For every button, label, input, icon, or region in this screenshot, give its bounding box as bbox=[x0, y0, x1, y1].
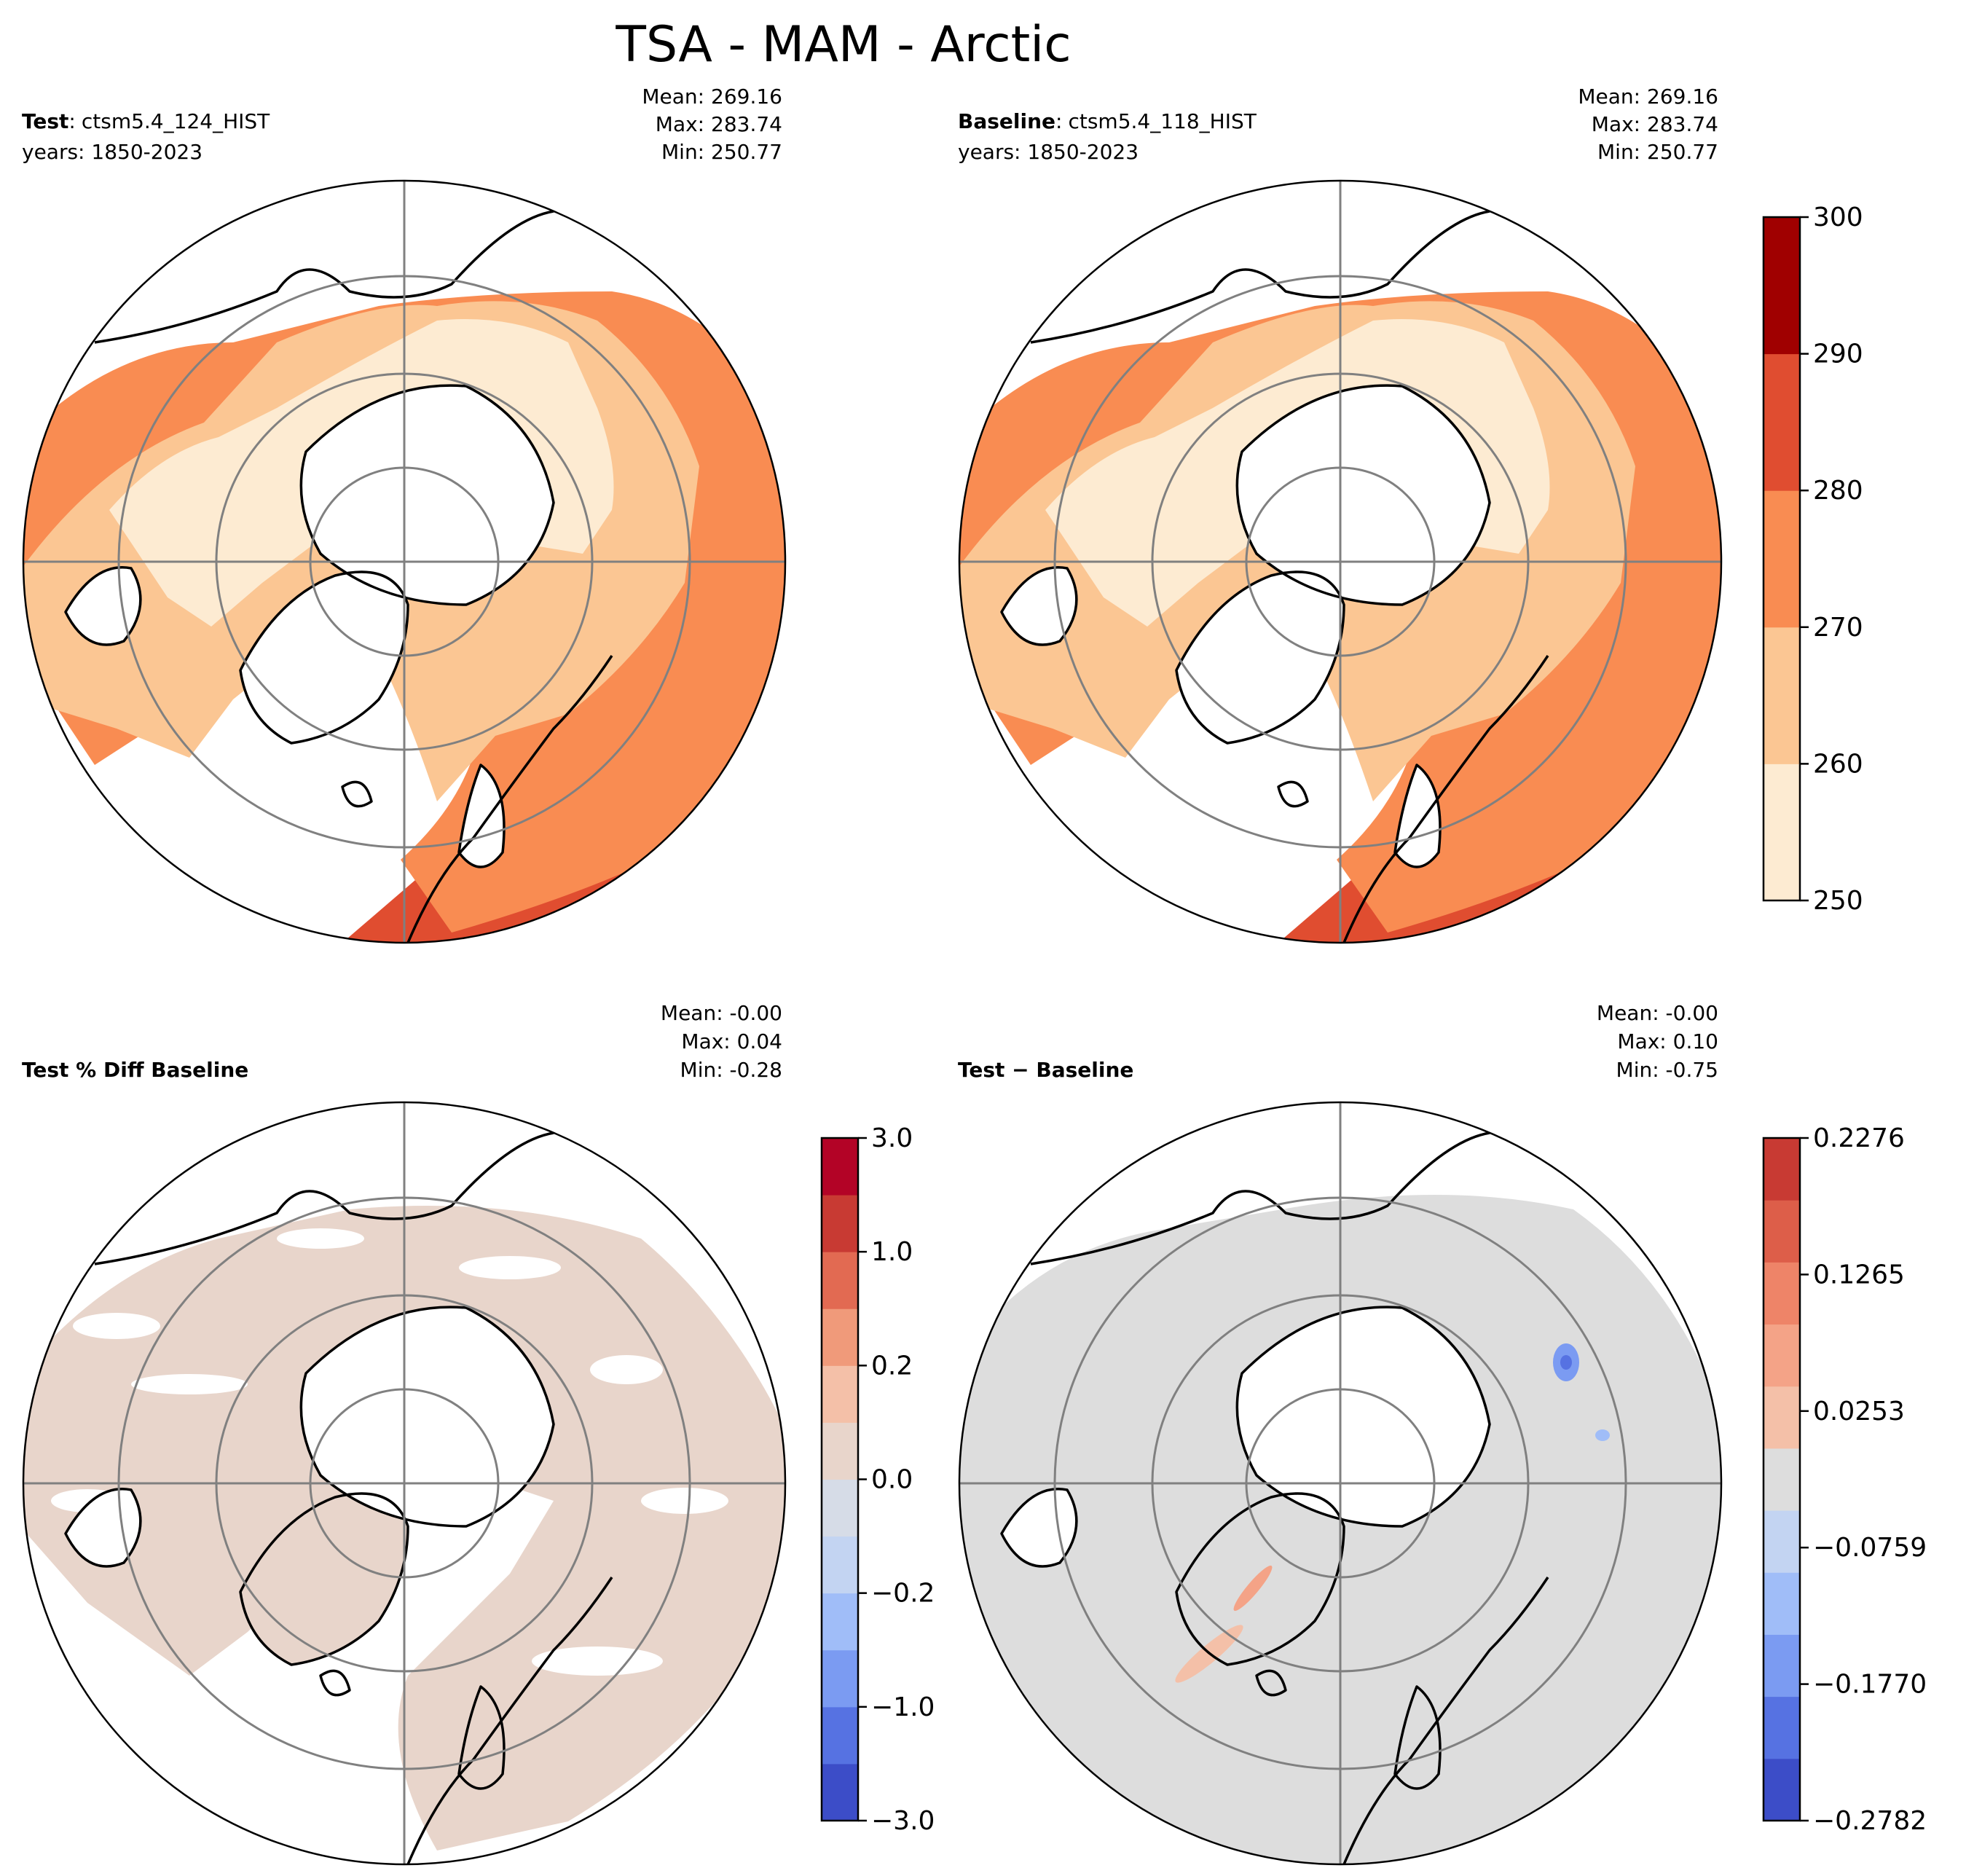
panel-pct-diff-title: Test % Diff Baseline bbox=[22, 1058, 248, 1082]
colorbar-pct-diff-swatch bbox=[822, 1536, 858, 1594]
panel-test-mean: Mean: 269.16 bbox=[642, 85, 782, 109]
colorbar-abs-diff-swatch bbox=[1763, 1510, 1800, 1573]
colorbar-abs-diff-swatch bbox=[1763, 1758, 1800, 1821]
colorbar-pct-diff-tick-label: 3.0 bbox=[871, 1123, 913, 1153]
colorbar-abs-diff-swatch bbox=[1763, 1324, 1800, 1387]
colorbar-abs-diff-tick-label: −0.1770 bbox=[1813, 1670, 1927, 1700]
panel-pct-diff-max: Max: 0.04 bbox=[681, 1029, 782, 1053]
colorbar-abs-diff-tick-label: 0.0253 bbox=[1813, 1397, 1905, 1426]
colorbar-abs-diff-swatch bbox=[1763, 1200, 1800, 1263]
colorbar-top-tick-label: 300 bbox=[1813, 203, 1863, 232]
colorbar-abs-diff: 0.2276 0.1265 0.0253 −0.0759 −0.1770 −0.2782 bbox=[1762, 1123, 1927, 1836]
colorbar-pct-diff-swatch bbox=[822, 1308, 858, 1366]
panel-pct-diff-mean: Mean: -0.00 bbox=[661, 1001, 782, 1025]
colorbar-pct-diff-tick-label: −0.2 bbox=[871, 1579, 935, 1609]
panel-abs-diff-mean: Mean: -0.00 bbox=[1597, 1001, 1718, 1025]
colorbar-top-frame bbox=[1762, 216, 1801, 902]
figure-title: TSA - MAM - Arctic bbox=[615, 16, 1071, 74]
map-baseline-graticule bbox=[959, 181, 1721, 943]
panel-baseline-years: years: 1850-2023 bbox=[958, 140, 1139, 164]
colorbar-abs-diff-swatch bbox=[1763, 1262, 1800, 1325]
colorbar-top: 300 290 280 270 260 250 bbox=[1762, 203, 1863, 916]
panel-baseline-title: Baseline: ctsm5.4_118_HIST bbox=[958, 109, 1257, 133]
colorbar-abs-diff-swatch bbox=[1763, 1138, 1800, 1201]
map-pct-diff-coastlines bbox=[64, 1131, 613, 1864]
panel-test-title-bold: Test bbox=[22, 109, 68, 133]
map-test-boundary bbox=[22, 179, 787, 944]
colorbar-top-swatch bbox=[1763, 217, 1800, 355]
colorbar-pct-diff: 3.0 1.0 0.2 0.0 −0.2 −1.0 −3.0 bbox=[820, 1123, 935, 1836]
panel-baseline-min: Min: 250.77 bbox=[1597, 140, 1718, 164]
panel-baseline: Baseline: ctsm5.4_118_HIST years: 1850-20… bbox=[958, 85, 1723, 944]
colorbar-pct-diff-swatch bbox=[822, 1593, 858, 1651]
colorbar-pct-diff-swatch bbox=[822, 1706, 858, 1765]
panel-test: Test: ctsm5.4_124_HIST years: 1850-2023 M… bbox=[22, 85, 787, 944]
map-test-coastlines bbox=[64, 210, 613, 943]
panel-test-max: Max: 283.74 bbox=[656, 112, 782, 136]
panel-pct-diff: Test % Diff Baseline Mean: -0.00 Max: 0.… bbox=[22, 1001, 787, 1866]
colorbar-top-swatch bbox=[1763, 490, 1800, 628]
colorbar-pct-diff-tick-label: −1.0 bbox=[871, 1692, 935, 1722]
panel-test-title-sep: : bbox=[68, 109, 75, 133]
colorbar-pct-diff-swatch bbox=[822, 1422, 858, 1480]
colorbar-abs-diff-swatch bbox=[1763, 1572, 1800, 1635]
panel-abs-diff-title: Test − Baseline bbox=[958, 1058, 1133, 1082]
colorbar-pct-diff-swatch bbox=[822, 1252, 858, 1309]
colorbar-pct-diff-tick-label: 0.2 bbox=[871, 1351, 913, 1381]
colorbar-abs-diff-frame bbox=[1762, 1137, 1801, 1822]
colorbar-abs-diff-tick-label: −0.2782 bbox=[1813, 1806, 1927, 1836]
colorbar-pct-diff-swatch bbox=[822, 1365, 858, 1423]
colorbar-abs-diff-tick-label: 0.2276 bbox=[1813, 1123, 1905, 1153]
panel-test-case: ctsm5.4_124_HIST bbox=[82, 109, 270, 133]
colorbar-abs-diff-swatch bbox=[1763, 1634, 1800, 1698]
colorbar-top-tick-label: 260 bbox=[1813, 749, 1863, 779]
colorbar-top-swatch bbox=[1763, 627, 1800, 764]
panel-baseline-title-sep: : bbox=[1055, 109, 1062, 133]
panel-abs-diff: Test − Baseline Mean: -0.00 Max: 0.10 Mi… bbox=[958, 1001, 1723, 1866]
colorbar-abs-diff-tick-label: 0.1265 bbox=[1813, 1260, 1905, 1290]
panel-pct-diff-min: Min: -0.28 bbox=[680, 1058, 782, 1082]
panel-test-min: Min: 250.77 bbox=[661, 140, 782, 164]
colorbar-abs-diff-swatch bbox=[1763, 1386, 1800, 1449]
panel-baseline-case: ctsm5.4_118_HIST bbox=[1068, 109, 1257, 133]
colorbar-pct-diff-tick-label: 0.0 bbox=[871, 1465, 913, 1495]
map-test-arctic-ocean bbox=[301, 385, 554, 605]
colorbar-top-swatch bbox=[1763, 353, 1800, 491]
colorbar-top-swatch bbox=[1763, 764, 1800, 901]
map-abs-diff-graticule bbox=[959, 1102, 1721, 1864]
colorbar-abs-diff-tick-label: −0.0759 bbox=[1813, 1533, 1927, 1563]
panel-baseline-title-bold: Baseline bbox=[958, 109, 1055, 133]
colorbar-pct-diff-swatch bbox=[822, 1138, 858, 1196]
colorbar-pct-diff-tick-label: −3.0 bbox=[871, 1806, 935, 1836]
panel-baseline-mean: Mean: 269.16 bbox=[1578, 85, 1718, 109]
map-baseline-fill bbox=[959, 210, 1721, 943]
map-abs-diff-boundary bbox=[958, 1101, 1723, 1866]
colorbar-pct-diff-swatch bbox=[822, 1763, 858, 1821]
panel-baseline-max: Max: 283.74 bbox=[1592, 112, 1718, 136]
panel-test-years: years: 1850-2023 bbox=[22, 140, 203, 164]
map-baseline-boundary bbox=[958, 179, 1723, 944]
colorbar-top-tick-label: 270 bbox=[1813, 613, 1863, 643]
colorbar-top-tick-label: 280 bbox=[1813, 476, 1863, 506]
map-test-greenland bbox=[240, 572, 408, 743]
colorbar-abs-diff-swatch bbox=[1763, 1448, 1800, 1511]
colorbar-pct-diff-swatch bbox=[822, 1479, 858, 1537]
panel-abs-diff-min: Min: -0.75 bbox=[1616, 1058, 1718, 1082]
panel-test-title: Test: ctsm5.4_124_HIST bbox=[22, 109, 270, 133]
map-test-graticule bbox=[23, 181, 785, 943]
colorbar-top-tick-label: 290 bbox=[1813, 340, 1863, 369]
map-pct-diff-graticule bbox=[23, 1102, 785, 1864]
map-pct-diff-gaps bbox=[51, 1228, 728, 1676]
map-abs-diff-coastlines bbox=[1000, 1131, 1549, 1864]
colorbar-pct-diff-swatch bbox=[822, 1649, 858, 1708]
colorbar-abs-diff-swatch bbox=[1763, 1696, 1800, 1759]
colorbar-pct-diff-tick-label: 1.0 bbox=[871, 1237, 913, 1267]
colorbar-pct-diff-swatch bbox=[822, 1195, 858, 1252]
map-pct-diff-boundary bbox=[22, 1101, 787, 1866]
colorbar-top-tick-label: 250 bbox=[1813, 886, 1863, 916]
panel-abs-diff-max: Max: 0.10 bbox=[1617, 1029, 1718, 1053]
